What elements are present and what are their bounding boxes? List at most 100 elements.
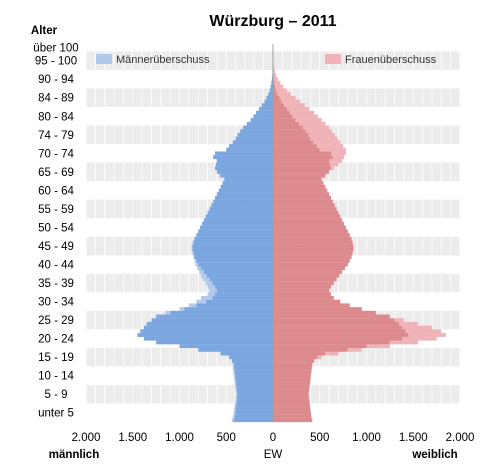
bar-female-surplus-age-87 [279,95,296,100]
bar-male-surplus-age-7 [236,392,238,397]
bar-male-age-30 [184,307,273,311]
bar-female-age-64 [273,181,324,185]
bar-male-age-14 [234,366,273,371]
bar-male-age-15 [233,362,273,367]
bar-male-age-34 [215,292,273,297]
bar-female-age-80 [273,121,300,126]
bar-male-age-53 [201,221,273,226]
bar-female-age-54 [273,218,343,223]
x-tick-label: 1.500 [118,432,147,444]
bar-female-age-58 [273,203,335,208]
bar-female-age-34 [273,292,331,297]
bar-male-age-17 [229,355,273,360]
bar-female-age-2 [273,410,311,415]
bar-female-surplus-age-75 [313,140,341,145]
bar-female-age-55 [273,214,341,219]
bar-female-age-36 [273,284,331,289]
bar-male-surplus-age-8 [235,388,238,393]
bar-male-age-81 [250,118,273,122]
age-label: 50 - 54 [38,222,74,234]
legend-label-female-surplus: Frauenüberschuss [345,54,437,66]
bar-female-surplus-age-84 [287,107,310,111]
bar-female-age-30 [273,307,362,311]
legend: Männerüberschuss Frauenüberschuss [96,54,437,66]
age-label: 84 - 89 [38,93,74,105]
bar-male-age-44 [194,255,273,260]
bar-female-surplus-age-19 [347,347,362,352]
bar-male-age-60 [215,195,273,200]
bar-female-age-84 [273,107,288,111]
bar-male-age-51 [198,229,273,234]
bar-female-age-29 [273,310,376,315]
bar-male-age-31 [196,303,273,308]
bar-female-age-19 [273,347,348,352]
bar-female-age-81 [273,118,296,122]
bar-male-age-76 [235,136,273,141]
bar-female-age-66 [273,173,326,178]
age-label: 25 - 29 [38,315,74,327]
bar-male-age-9 [236,384,273,389]
bar-female-age-31 [273,303,350,308]
age-label: 40 - 44 [38,260,74,272]
bar-male-surplus-age-66 [218,173,221,178]
bar-male-age-20 [179,344,273,349]
bar-female-age-39 [273,273,340,278]
bar-female-age-65 [273,177,322,182]
bar-female-age-89 [273,88,277,93]
bar-female-age-63 [273,184,326,189]
x-tick-label: 1.000 [165,432,194,444]
bar-female-age-13 [273,370,312,374]
bar-female-age-72 [273,151,331,156]
bar-male-surplus-age-36 [207,284,216,289]
bar-male-surplus-age-2 [233,410,236,415]
bar-male-surplus-age-13 [233,370,235,374]
bar-female-surplus-age-82 [292,114,318,119]
bar-male-age-79 [243,125,273,130]
bar-female-age-3 [273,407,311,412]
x-tick-label: 500 [217,432,236,444]
bar-female-surplus-age-92 [274,77,279,82]
bar-male-surplus-age-1 [232,414,235,419]
bar-female-age-23 [273,333,409,337]
bar-female-age-22 [273,336,403,341]
bar-female-age-83 [273,110,290,115]
bar-male-age-35 [216,288,273,293]
bar-female-age-75 [273,140,314,145]
x-axis-right-label: weiblich [411,449,457,461]
bar-male-age-82 [253,114,273,119]
bar-male-age-50 [196,233,273,237]
bar-female-age-50 [273,233,350,237]
bar-male-age-71 [213,155,273,160]
age-labels: unter 5 5 - 9 10 - 14 15 - 19 20 - 24 25 - 29… [33,43,78,420]
bar-female-age-68 [273,166,331,171]
x-tick-label: 500 [310,432,329,444]
bar-female-surplus-age-76 [310,136,338,141]
bar-male-age-32 [205,299,273,304]
bar-male-surplus-age-38 [202,277,210,282]
bar-female-age-85 [273,103,285,108]
bar-male-age-43 [196,258,273,263]
bar-female-surplus-age-20 [366,344,390,349]
bar-female-surplus-age-21 [389,340,418,345]
bar-female-surplus-age-74 [316,144,344,148]
age-label: 60 - 64 [38,185,74,197]
bar-male-age-29 [170,310,273,315]
bar-male-surplus-age-4 [234,403,237,408]
age-label: 55 - 59 [38,204,74,216]
bar-female-surplus-age-72 [330,151,346,156]
bar-male-age-24 [140,329,273,334]
bar-female-age-40 [273,270,343,274]
bar-female-age-7 [273,392,309,397]
bar-female-age-86 [273,99,282,104]
bar-male-age-69 [215,162,273,167]
bar-male-age-87 [266,95,273,100]
bar-female-surplus-age-22 [402,336,437,341]
bar-female-age-18 [273,351,326,356]
bar-male-age-45 [193,251,273,256]
bar-male-age-48 [193,240,273,245]
age-label: 90 - 94 [38,74,74,86]
bar-male-age-91 [271,81,273,85]
bar-female-age-92 [273,77,275,82]
bar-female-age-82 [273,114,293,119]
bar-male-age-47 [192,244,273,248]
